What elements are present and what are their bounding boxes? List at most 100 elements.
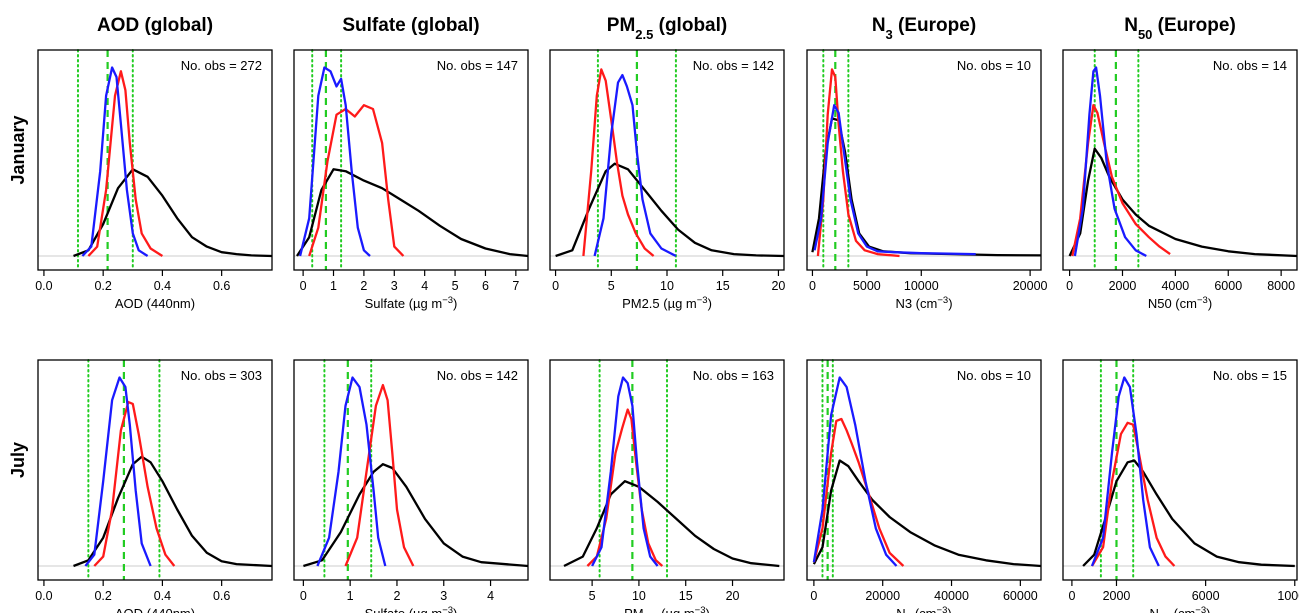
series-black-line — [811, 117, 1041, 257]
observation-count: No. obs = 272 — [181, 58, 262, 73]
x-tick-label: 5 — [589, 589, 596, 603]
series-blue-line — [298, 66, 371, 257]
plot-frame — [37, 49, 273, 271]
series-blue-line — [1073, 66, 1147, 258]
plot-frame — [1062, 49, 1298, 271]
observation-count: No. obs = 14 — [1213, 58, 1287, 73]
panel-july-0: No. obs = 303 0.0 0.2 0.4 0.6 AOD (440nm) — [35, 359, 273, 613]
series-red-line — [308, 104, 405, 257]
column-title-subscript: 2.5 — [635, 27, 653, 42]
x-axis-label-units: µg m — [413, 296, 442, 311]
series-blue-line — [81, 66, 149, 257]
x-axis-label-text: Sulfate ( — [365, 606, 414, 613]
panel-july-3: No. obs = 10 0 20000 40000 60000 N3 (cm−3) — [806, 359, 1042, 613]
x-tick-label: 2 — [360, 279, 367, 293]
column-title: N50 (Europe) — [1124, 15, 1236, 42]
x-axis-label-text: PM2.5 ( — [622, 296, 668, 311]
x-tick-label: 6000 — [1214, 279, 1242, 293]
x-axis-label: AOD (440nm) — [115, 296, 195, 311]
x-axis-label-close: ) — [708, 296, 712, 311]
series-red-line — [87, 70, 164, 257]
x-axis-label-superscript: −3 — [937, 605, 948, 613]
x-axis-label-text: N — [1150, 606, 1159, 613]
x-tick-label: 4000 — [1161, 279, 1189, 293]
x-axis-label: PM2.5 (µg m−3) — [622, 295, 712, 312]
x-tick-label: 1 — [347, 589, 354, 603]
series-red-line — [816, 68, 900, 258]
x-tick-label: 8000 — [1267, 279, 1295, 293]
x-axis-label-text: N — [896, 606, 905, 613]
x-tick-label: 0.4 — [154, 589, 171, 603]
column-title-suffix: (Europe) — [1152, 15, 1235, 36]
observation-count: No. obs = 15 — [1213, 368, 1287, 383]
x-tick-label: 60000 — [1003, 589, 1038, 603]
plot-frame — [37, 359, 273, 581]
x-axis-label-text: AOD (440nm) — [115, 606, 195, 613]
plot-frame — [549, 359, 785, 581]
series-red-line — [344, 383, 415, 567]
x-tick-label: 2000 — [1103, 589, 1131, 603]
x-tick-label: 0 — [300, 589, 307, 603]
series-black-line — [73, 168, 272, 258]
column-title-subscript: 3 — [886, 27, 893, 42]
x-axis-label-close: ) — [948, 296, 952, 311]
x-tick-label: 0 — [552, 279, 559, 293]
series-blue-line — [1090, 376, 1160, 567]
x-tick-label: 0 — [1066, 279, 1073, 293]
x-axis-label-units: (cm — [1170, 606, 1195, 613]
column-title-suffix: (global) — [653, 15, 727, 36]
x-tick-label: 4 — [421, 279, 428, 293]
column-title-text: N — [872, 15, 886, 36]
observation-count: No. obs = 142 — [693, 58, 774, 73]
column-title: N3 (Europe) — [872, 15, 976, 42]
column-title-subscript: 50 — [1138, 27, 1152, 42]
x-tick-label: 20 — [726, 589, 740, 603]
x-tick-label: 0 — [809, 279, 816, 293]
x-tick-label: 5 — [608, 279, 615, 293]
x-axis-label-superscript: −3 — [442, 295, 453, 306]
x-axis-label-close: ) — [1208, 296, 1212, 311]
row-label: January — [8, 115, 28, 184]
x-axis-label-text: PM — [624, 606, 644, 613]
x-tick-label: 5 — [452, 279, 459, 293]
x-tick-label: 10 — [632, 589, 646, 603]
series-blue-line — [813, 104, 976, 256]
x-tick-label: 20 — [771, 279, 785, 293]
plot-frame — [806, 49, 1042, 271]
series-black-line — [812, 459, 1041, 568]
observation-count: No. obs = 303 — [181, 368, 262, 383]
x-tick-label: 10 — [660, 279, 674, 293]
series-black-line — [1068, 147, 1297, 258]
x-tick-label: 0.0 — [35, 589, 52, 603]
x-axis-label: Sulfate (µg m−3) — [365, 295, 458, 312]
observation-count: No. obs = 10 — [957, 58, 1031, 73]
series-red-line — [582, 68, 655, 257]
column-title-suffix: (Europe) — [893, 15, 976, 36]
x-axis-label-close: ) — [947, 606, 951, 613]
series-black-line — [563, 480, 780, 568]
x-axis-label-close: ) — [1206, 606, 1210, 613]
x-tick-label: 2000 — [1109, 279, 1137, 293]
x-tick-label: 0 — [300, 279, 307, 293]
observation-count: No. obs = 10 — [957, 368, 1031, 383]
x-axis-label-units: cm — [920, 296, 937, 311]
observation-count: No. obs = 163 — [693, 368, 774, 383]
series-black-line — [73, 455, 272, 568]
series-red-line — [1091, 421, 1176, 567]
plot-frame — [806, 359, 1042, 581]
x-tick-label: 0.6 — [213, 279, 230, 293]
panel-january-4: No. obs = 14 0 2000 4000 6000 8000 N50 (cm−3) — [1062, 49, 1298, 311]
x-axis-label: Sulfate (µg m−3) — [365, 605, 458, 613]
x-axis-label-superscript: −3 — [1197, 295, 1208, 306]
column-title-text: N — [1124, 15, 1138, 36]
column-title-text: AOD (global) — [97, 15, 213, 36]
series-black-line — [1082, 459, 1295, 568]
x-tick-label: 3 — [391, 279, 398, 293]
x-axis-label-close: ) — [453, 606, 457, 613]
column-title: PM2.5 (global) — [607, 15, 727, 42]
panel-january-2: No. obs = 142 0 5 10 15 20 PM2.5 (µg m−3) — [549, 49, 785, 312]
x-axis-label-text: Sulfate ( — [365, 296, 414, 311]
x-axis-label-units: cm — [1180, 296, 1197, 311]
x-tick-label: 15 — [679, 589, 693, 603]
